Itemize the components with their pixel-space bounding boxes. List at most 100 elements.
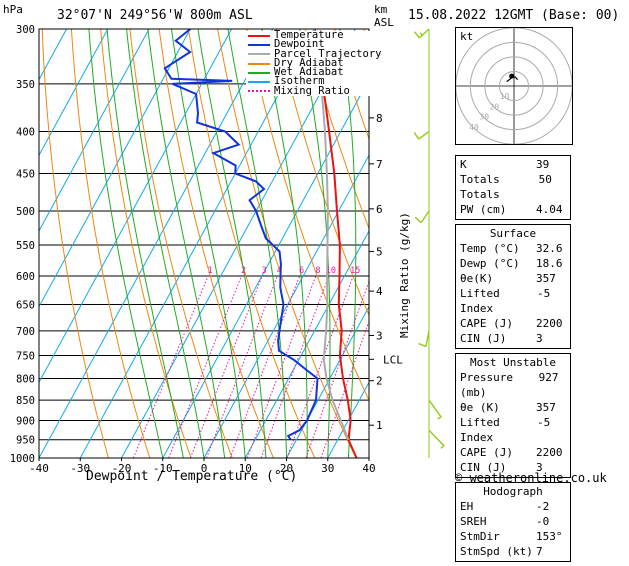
index-label: Dewp (°C) — [460, 257, 520, 270]
hodograph-table-box: Hodograph EH -2 SREH -0 StmDir 153° StmSpd (kt… — [455, 482, 571, 562]
index-value: 3 — [536, 332, 543, 345]
isotherm-line — [39, 29, 150, 232]
pressure-tick-label: 1000 — [10, 453, 35, 465]
x-tick-label: 30 — [321, 462, 334, 475]
legend: Temperature Dewpoint Parcel Trajectory Dry … — [246, 30, 384, 96]
wind-barb-staff — [425, 330, 430, 347]
dry-adiabat-line — [422, 29, 455, 458]
hodograph-table-title: Hodograph — [483, 485, 543, 498]
isotherm-line — [39, 29, 274, 458]
index-row: K 39 — [460, 157, 566, 172]
mixing-ratio-line — [189, 275, 263, 458]
surface-box: Surface Temp (°C) 32.6 Dewp (°C) 18.6 θe(K) 3… — [455, 224, 571, 349]
index-row: PW (cm) 4.04 — [460, 202, 566, 217]
index-value: 39 — [536, 158, 550, 171]
wind-barb — [413, 130, 430, 140]
legend-item: Parcel Trajectory — [248, 48, 381, 59]
wet-adiabat-line — [261, 29, 308, 458]
legend-label: Wet Adiabat — [274, 66, 344, 79]
km-tick-label: 5 — [376, 245, 383, 258]
wind-barb-staff — [418, 28, 430, 39]
index-label: StmSpd (kt) — [460, 545, 533, 558]
wind-barb-flag — [418, 342, 427, 348]
footer-credit: © weatheronline.co.uk — [455, 471, 607, 485]
dry-adiabat-line — [158, 29, 274, 458]
dry-adiabat-line — [129, 29, 233, 458]
index-row: CAPE (J) 2200 — [460, 316, 566, 331]
wet-adiabat-line — [171, 29, 246, 458]
stability-indices-box: K 39 Totals Totals 50 PW (cm) 4.04 — [455, 155, 571, 220]
legend-item: Dewpoint — [248, 39, 381, 50]
index-row: SREH -0 — [460, 514, 566, 529]
hodograph-panel: 10 20 30 40 kt — [455, 27, 573, 145]
legend-label: Dry Adiabat — [274, 56, 344, 69]
index-row: CAPE (J) 2200 — [460, 445, 566, 460]
index-value: 7 — [536, 545, 543, 558]
index-row: θe(K) 357 — [460, 271, 566, 286]
parcel-trajectory-profile — [313, 29, 350, 441]
legend-swatch — [248, 71, 270, 74]
legend-swatch — [248, 43, 270, 46]
index-row: Dewp (°C) 18.6 — [460, 256, 566, 271]
index-row: EH -2 — [460, 499, 566, 514]
km-tick-label: 3 — [376, 329, 383, 342]
pressure-tick-label: 450 — [16, 168, 35, 180]
legend-label: Isotherm — [274, 75, 325, 88]
wet-adiabat-line — [106, 29, 184, 458]
datetime-title: 15.08.2022 12GMT (Base: 00) — [408, 8, 620, 23]
legend-item: Temperature — [248, 30, 381, 40]
mixing-ratio-label: 2 — [241, 266, 246, 276]
wind-barb — [428, 399, 442, 420]
x-tick-label: -40 — [29, 462, 49, 475]
wet-adiabat-line — [227, 29, 287, 458]
x-tick-label: -10 — [153, 462, 173, 475]
dry-adiabat-line — [41, 29, 109, 458]
hodograph-ring — [469, 41, 559, 131]
wind-barb — [418, 330, 430, 348]
pressure-tick-label: 350 — [16, 79, 35, 91]
asl-unit-label: ASL — [374, 16, 394, 29]
isotherm-line — [39, 29, 109, 157]
pressure-tick-label: 650 — [16, 300, 35, 312]
hodograph-ring-label: 30 — [479, 113, 489, 122]
index-value: 357 — [536, 272, 556, 285]
dry-adiabat-line — [187, 29, 316, 458]
most-unstable-box: Most Unstable Pressure (mb) 927 θe (K) 357 L… — [455, 353, 571, 478]
indices-panel: K 39 Totals Totals 50 PW (cm) 4.04 Surface Te… — [455, 155, 571, 566]
km-tick-label: 8 — [376, 112, 383, 125]
hodograph-ring — [498, 70, 530, 102]
isotherm-line — [39, 29, 232, 384]
wind-barb-staff — [420, 210, 430, 224]
pressure-tick-label: 750 — [16, 350, 35, 362]
index-value: 4.04 — [536, 203, 563, 216]
index-value: 357 — [536, 401, 556, 414]
legend-item: Isotherm — [248, 75, 381, 88]
index-label: EH — [460, 500, 474, 513]
index-label: Totals Totals — [460, 173, 500, 201]
background-lines: 1 2 3 4 6 8 10 15 20 25 — [39, 29, 455, 458]
wind-barb-staff — [428, 429, 445, 447]
legend-item: Wet Adiabat — [248, 66, 381, 79]
index-label: CIN (J) — [460, 332, 507, 345]
x-tick-label: -30 — [70, 462, 90, 475]
wind-barb — [413, 28, 430, 39]
dry-adiabat-line — [100, 29, 192, 458]
isotherm-line — [244, 229, 369, 458]
index-value: 32.6 — [536, 242, 563, 255]
pressure-unit-label: hPa — [3, 3, 23, 16]
wind-barb — [428, 429, 445, 449]
wind-barbs — [413, 28, 445, 458]
x-tick-label: 40 — [362, 462, 375, 475]
pressure-tick-label: 500 — [16, 206, 35, 218]
wet-adiabat-line — [299, 29, 331, 458]
hodograph-ring — [484, 56, 544, 116]
isotherm-line — [286, 305, 369, 458]
index-value: -5 — [536, 287, 551, 300]
index-row: Temp (°C) 32.6 — [460, 241, 566, 256]
mixing-ratio-line — [305, 280, 369, 458]
index-label: SREH — [460, 515, 487, 528]
mixing-ratio-line — [132, 275, 209, 458]
wet-adiabat-line — [147, 29, 226, 458]
x-tick-label: 20 — [280, 462, 293, 475]
